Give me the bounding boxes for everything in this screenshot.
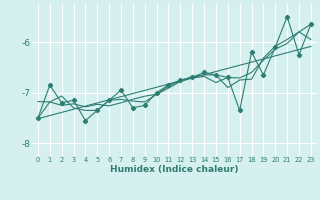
- X-axis label: Humidex (Indice chaleur): Humidex (Indice chaleur): [110, 165, 239, 174]
